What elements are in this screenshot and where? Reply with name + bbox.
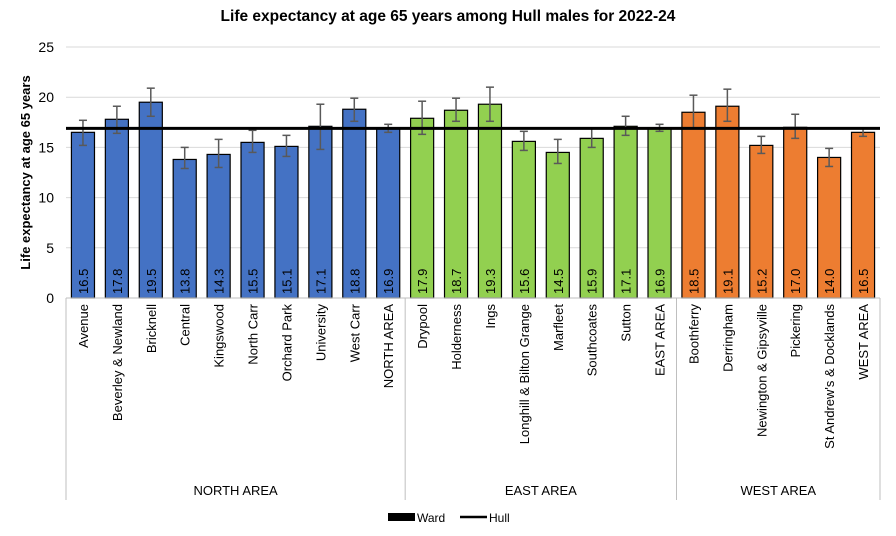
legend-ward-label: Ward xyxy=(417,511,445,525)
x-tick-label: Orchard Park xyxy=(279,304,294,382)
data-label: 19.1 xyxy=(720,269,735,294)
data-label: 16.5 xyxy=(76,269,91,294)
x-tick-label: Ings xyxy=(483,304,498,329)
data-label: 15.2 xyxy=(754,269,769,294)
x-tick-label: University xyxy=(313,304,328,362)
data-label: 18.7 xyxy=(449,269,464,294)
x-tick-label: Holderness xyxy=(449,304,464,370)
x-tick-label: Derringham xyxy=(720,304,735,372)
data-label: 17.1 xyxy=(619,269,634,294)
data-label: 13.8 xyxy=(178,269,193,294)
data-label: 17.8 xyxy=(110,269,125,294)
legend-ward-swatch xyxy=(388,513,415,521)
data-label: 19.3 xyxy=(483,269,498,294)
data-label: 19.5 xyxy=(144,269,159,294)
x-tick-label: Central xyxy=(178,304,193,346)
y-tick-label: 5 xyxy=(46,240,54,256)
data-label: 17.9 xyxy=(415,269,430,294)
group-label: EAST AREA xyxy=(505,483,577,498)
x-tick-label: Bricknell xyxy=(144,304,159,353)
chart-title: Life expectancy at age 65 years among Hu… xyxy=(220,8,676,25)
data-label: 16.5 xyxy=(856,269,871,294)
x-tick-label: Newington & Gipsyville xyxy=(754,304,769,437)
data-label: 17.1 xyxy=(313,269,328,294)
data-label: 14.3 xyxy=(212,269,227,294)
data-label: 18.5 xyxy=(686,269,701,294)
x-tick-label: Marfleet xyxy=(551,304,566,351)
group-label: WEST AREA xyxy=(740,483,816,498)
x-tick-label: St Andrew's & Docklands xyxy=(822,304,837,449)
x-tick-label: Drypool xyxy=(415,304,430,349)
group-label: NORTH AREA xyxy=(193,483,278,498)
y-tick-label: 20 xyxy=(38,89,54,105)
y-axis-label: Life expectancy at age 65 years xyxy=(18,75,33,269)
x-tick-label: WEST AREA xyxy=(856,304,871,380)
x-tick-label: Boothferry xyxy=(686,304,701,364)
x-tick-label: Southcoates xyxy=(585,304,600,377)
data-label: 14.0 xyxy=(822,269,837,294)
x-tick-label: Avenue xyxy=(76,304,91,348)
y-tick-label: 10 xyxy=(38,190,54,206)
data-label: 14.5 xyxy=(551,269,566,294)
y-tick-label: 0 xyxy=(46,290,54,306)
y-tick-label: 25 xyxy=(38,39,54,55)
data-label: 15.5 xyxy=(246,269,261,294)
data-label: 16.9 xyxy=(381,269,396,294)
legend-hull-label: Hull xyxy=(489,511,510,525)
x-tick-label: EAST AREA xyxy=(653,304,668,376)
x-tick-label: Beverley & Newland xyxy=(110,304,125,421)
data-label: 17.0 xyxy=(788,269,803,294)
x-tick-label: Pickering xyxy=(788,304,803,357)
x-tick-label: NORTH AREA xyxy=(381,304,396,389)
x-tick-label: North Carr xyxy=(246,303,261,364)
x-tick-label: Longhill & Bilton Grange xyxy=(517,304,532,444)
bar xyxy=(138,101,163,299)
x-tick-label: Kingswood xyxy=(212,304,227,368)
x-tick-label: Sutton xyxy=(619,304,634,342)
data-label: 15.1 xyxy=(279,269,294,294)
data-label: 16.9 xyxy=(653,269,668,294)
y-tick-label: 15 xyxy=(38,139,54,155)
data-label: 15.9 xyxy=(585,269,600,294)
data-label: 15.6 xyxy=(517,269,532,294)
x-tick-label: West Carr xyxy=(347,303,362,362)
data-label: 18.8 xyxy=(347,269,362,294)
